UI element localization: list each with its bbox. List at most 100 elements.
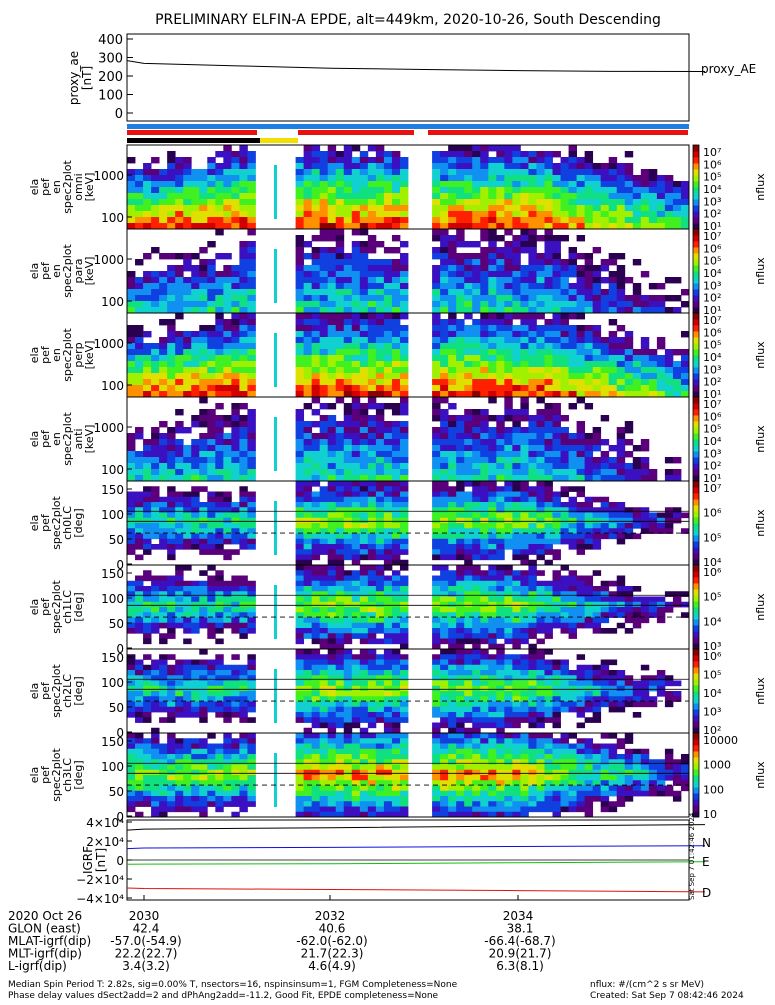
- spec-cell: [520, 349, 528, 355]
- spec-cell: [183, 457, 191, 463]
- spec-cell: [432, 507, 440, 513]
- spec-cell: [569, 534, 577, 540]
- spec-cell: [167, 277, 175, 283]
- spec-cell: [127, 289, 135, 295]
- spec-cell: [464, 355, 472, 361]
- spec-cell: [175, 534, 183, 540]
- spec-cell: [328, 427, 336, 433]
- spec-cell: [328, 175, 336, 181]
- spec-cell: [304, 163, 312, 169]
- spec-cell: [520, 355, 528, 361]
- spec-cell: [384, 523, 392, 529]
- spec-cell: [593, 223, 601, 229]
- spec-cell: [127, 205, 135, 211]
- spec-cell: [633, 205, 641, 211]
- spec-cell: [553, 343, 561, 349]
- spec-cell: [649, 513, 657, 519]
- spec-cell: [577, 373, 585, 379]
- spec-cell: [352, 481, 360, 487]
- spec-cell: [480, 623, 488, 629]
- spec-cell: [239, 457, 247, 463]
- spec-cell: [143, 253, 151, 259]
- spec-cell: [304, 586, 312, 592]
- spec-cell: [448, 691, 456, 697]
- spec-cell: [159, 181, 167, 187]
- spec-cell: [633, 463, 641, 469]
- spec-cell: [312, 607, 320, 613]
- spec-cell: [175, 513, 183, 519]
- spec-cell: [528, 415, 536, 421]
- spec-cell: [577, 211, 585, 217]
- spec-cell: [440, 367, 448, 373]
- spec-cell: [207, 289, 215, 295]
- spec-cell: [440, 649, 448, 655]
- spec-cell: [304, 295, 312, 301]
- spec-cell: [135, 670, 143, 676]
- colorbar-label: nflux: [754, 425, 767, 453]
- spec-cell: [175, 544, 183, 550]
- spec-cell: [657, 343, 665, 349]
- spec-cell: [151, 361, 159, 367]
- spec-cell: [512, 628, 520, 634]
- spec-cell: [520, 445, 528, 451]
- spec-cell: [191, 421, 199, 427]
- spec-cell: [312, 502, 320, 508]
- spec-cell: [360, 555, 368, 561]
- spec-cell: [320, 229, 328, 235]
- spec-cell: [464, 712, 472, 718]
- spec-cell: [448, 259, 456, 265]
- spec-cell: [544, 475, 552, 481]
- spec-cell: [344, 507, 352, 513]
- spec-cell: [553, 271, 561, 277]
- spec-cell: [440, 163, 448, 169]
- spec-cell: [336, 319, 344, 325]
- spec-cell: [360, 633, 368, 639]
- spec-cell: [376, 544, 384, 550]
- spec-cell: [641, 175, 649, 181]
- spec-cell: [360, 544, 368, 550]
- spec-cell: [488, 576, 496, 582]
- spec-cell: [312, 660, 320, 666]
- spec-cell: [296, 295, 304, 301]
- spec-cell: [609, 163, 617, 169]
- spec-cell: [488, 373, 496, 379]
- spec-cell: [448, 151, 456, 157]
- spec-cell: [456, 217, 464, 223]
- spec-cell: [633, 618, 641, 624]
- spec-cell: [577, 492, 585, 498]
- spec-cell: [593, 307, 601, 313]
- spec-cell: [472, 271, 480, 277]
- spec-cell: [569, 391, 577, 397]
- spec-cell: [609, 349, 617, 355]
- spec-cell: [512, 307, 520, 313]
- spec-cell: [336, 576, 344, 582]
- spec-cell: [464, 463, 472, 469]
- spec-cell: [472, 409, 480, 415]
- spec-cell: [304, 618, 312, 624]
- spec-cell: [231, 675, 239, 681]
- spec-cell: [159, 289, 167, 295]
- spec-cell: [633, 193, 641, 199]
- spec-cell: [512, 581, 520, 587]
- colorbar-tick-label: 10⁴: [703, 435, 722, 448]
- spec-cell: [553, 217, 561, 223]
- spec-cell: [376, 707, 384, 713]
- spec-cell: [392, 555, 400, 561]
- spec-cell: [464, 602, 472, 608]
- spec-cell: [376, 445, 384, 451]
- spec-cell: [448, 343, 456, 349]
- spec-cell: [304, 361, 312, 367]
- spec-cell: [617, 463, 625, 469]
- spec-cell: [376, 259, 384, 265]
- spec-cell: [127, 492, 135, 498]
- spec-cell: [135, 463, 143, 469]
- spec-cell: [649, 602, 657, 608]
- spec-cell: [231, 549, 239, 555]
- spec-cell: [296, 355, 304, 361]
- spec-cell: [223, 301, 231, 307]
- spec-cell: [440, 175, 448, 181]
- spec-cell: [143, 681, 151, 687]
- spec-cell: [392, 581, 400, 587]
- spec-cell: [536, 355, 544, 361]
